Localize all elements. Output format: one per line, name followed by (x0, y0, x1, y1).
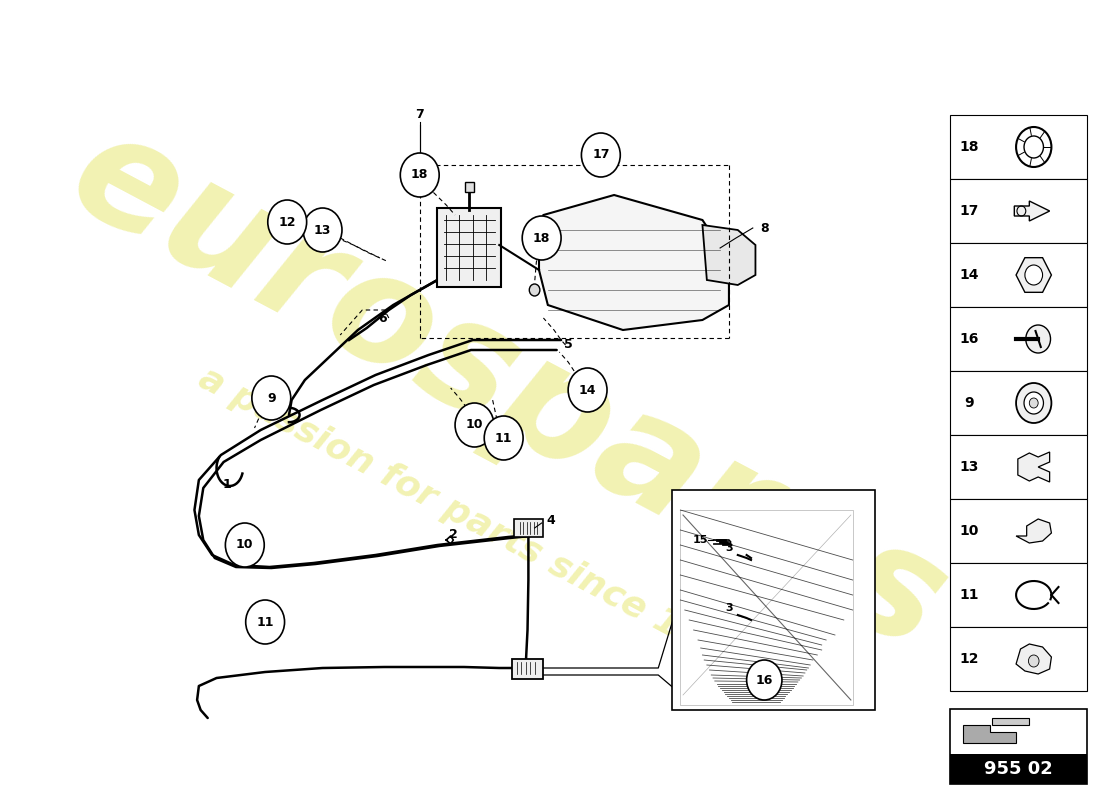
Text: 1: 1 (223, 478, 231, 491)
Bar (949, 371, 1087, 435)
Text: 18: 18 (411, 169, 428, 182)
Polygon shape (1016, 519, 1052, 543)
Circle shape (522, 216, 561, 260)
Text: 955 02: 955 02 (983, 760, 1053, 778)
FancyBboxPatch shape (512, 659, 542, 679)
Text: 3: 3 (725, 543, 733, 553)
Circle shape (455, 403, 494, 447)
Text: 11: 11 (256, 615, 274, 629)
Polygon shape (1016, 258, 1052, 292)
Text: 10: 10 (236, 538, 254, 551)
Circle shape (304, 208, 342, 252)
Bar (949, 563, 1087, 627)
Text: 16: 16 (959, 332, 979, 346)
Text: 9: 9 (267, 391, 276, 405)
Polygon shape (1016, 644, 1052, 674)
Text: 11: 11 (959, 588, 979, 602)
FancyBboxPatch shape (515, 519, 542, 537)
Text: 14: 14 (579, 383, 596, 397)
Bar (949, 179, 1087, 243)
Circle shape (1016, 383, 1052, 423)
Circle shape (484, 416, 524, 460)
Text: 10: 10 (465, 418, 483, 431)
Circle shape (1024, 392, 1044, 414)
Text: 13: 13 (314, 223, 331, 237)
Bar (949, 709, 1087, 784)
Text: 12: 12 (959, 652, 979, 666)
Circle shape (529, 284, 540, 296)
Text: 8: 8 (760, 222, 769, 234)
Text: 18: 18 (534, 231, 550, 245)
Text: 18: 18 (959, 140, 979, 154)
FancyBboxPatch shape (438, 208, 500, 287)
Text: 5: 5 (564, 338, 572, 351)
Bar (949, 627, 1087, 691)
Circle shape (252, 376, 290, 420)
Bar (949, 115, 1087, 179)
Text: 6: 6 (378, 311, 387, 325)
Polygon shape (1018, 452, 1049, 482)
Text: 14: 14 (959, 268, 979, 282)
Bar (949, 499, 1087, 563)
Polygon shape (992, 718, 1030, 726)
Circle shape (267, 200, 307, 244)
Polygon shape (539, 195, 729, 330)
Circle shape (747, 660, 782, 700)
Circle shape (245, 600, 285, 644)
Polygon shape (703, 225, 756, 285)
Text: 15: 15 (693, 535, 708, 545)
Circle shape (1025, 265, 1043, 285)
Text: 17: 17 (959, 204, 979, 218)
Circle shape (1030, 398, 1038, 408)
Circle shape (1026, 325, 1050, 353)
Text: eurospares: eurospares (46, 98, 969, 682)
Circle shape (569, 368, 607, 412)
Text: 7: 7 (416, 109, 425, 122)
Circle shape (1028, 655, 1040, 667)
Circle shape (582, 133, 620, 177)
Text: 9: 9 (965, 396, 975, 410)
Bar (949, 307, 1087, 371)
Bar (949, 435, 1087, 499)
Text: 17: 17 (592, 149, 609, 162)
Text: 3: 3 (725, 603, 733, 613)
Text: 4: 4 (546, 514, 554, 526)
Polygon shape (1014, 201, 1049, 221)
Circle shape (400, 153, 439, 197)
Text: a passion for parts since 1985: a passion for parts since 1985 (194, 361, 752, 679)
Bar (949, 243, 1087, 307)
Circle shape (226, 523, 264, 567)
Bar (949, 754, 1087, 784)
Bar (671, 490, 874, 710)
Text: 13: 13 (959, 460, 979, 474)
Text: 16: 16 (756, 674, 773, 686)
Text: 12: 12 (278, 215, 296, 229)
Text: 2: 2 (449, 529, 458, 542)
Bar (465, 182, 474, 192)
Text: 11: 11 (495, 431, 513, 445)
Text: 10: 10 (959, 524, 979, 538)
Polygon shape (964, 726, 1016, 743)
